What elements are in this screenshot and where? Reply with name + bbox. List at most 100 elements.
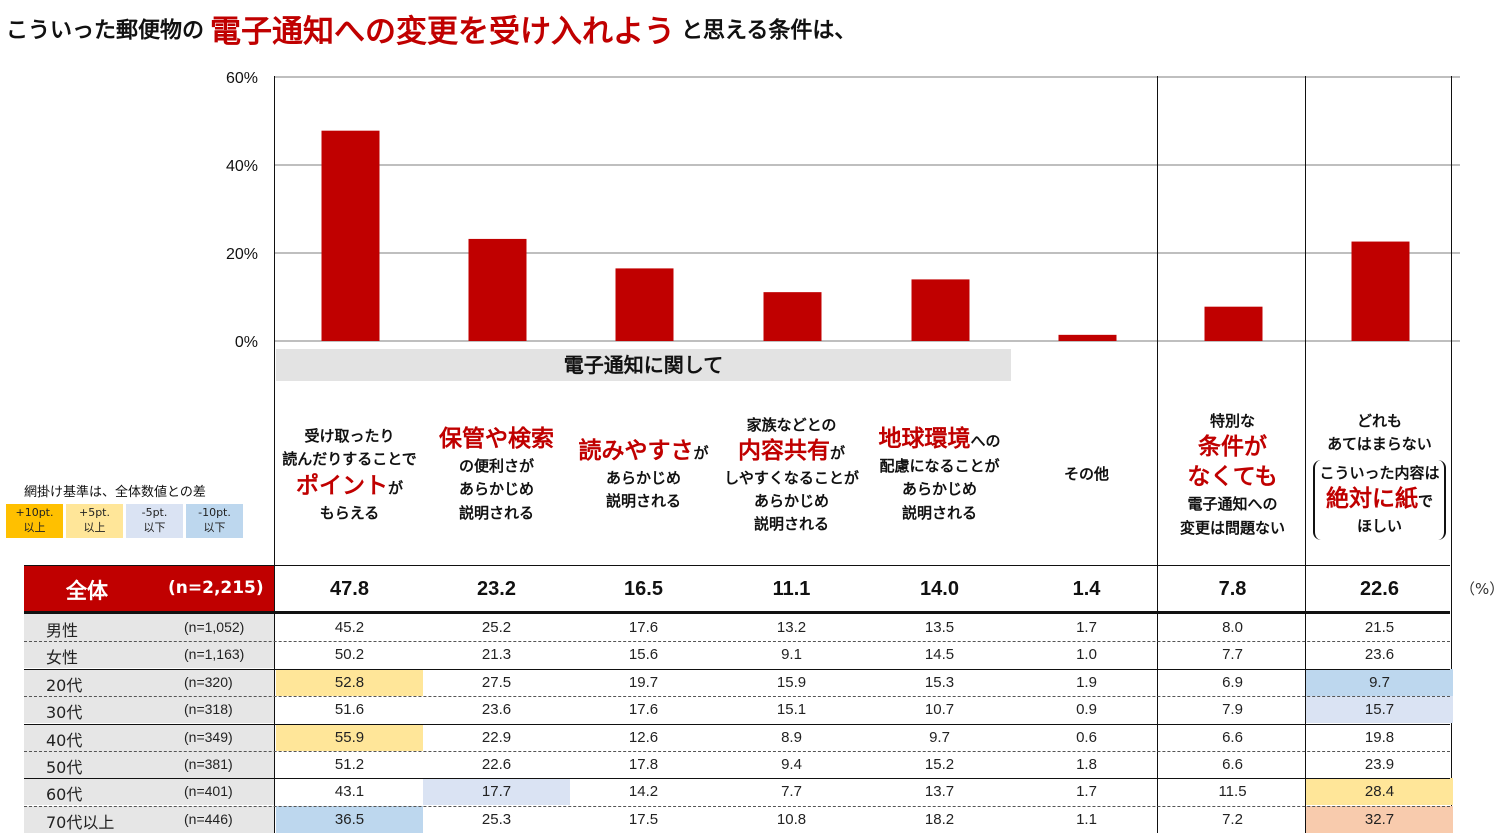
label-line: あてはまらない bbox=[1327, 434, 1432, 453]
row-group-name: 30代 bbox=[46, 703, 83, 723]
table-cell: 19.7 bbox=[628, 673, 659, 691]
bar-5 bbox=[911, 279, 970, 341]
column-label-4: 家族などとの 内容共有が しやすくなることが あらかじめ 説明される bbox=[718, 390, 865, 560]
label-emphasis: 絶対に紙で bbox=[1325, 486, 1433, 513]
table-cell: 14.5 bbox=[924, 646, 955, 664]
total-value-8: 22.6 bbox=[1360, 578, 1399, 600]
table-row: 20代 (n=320) 52.8 27.5 19.7 15.9 15.3 1.9 6.9 9.7 bbox=[24, 668, 1453, 696]
label-line: の便利さが bbox=[458, 457, 534, 476]
bar-2 bbox=[468, 238, 527, 341]
bar-4 bbox=[763, 292, 822, 341]
table-cell: 1.1 bbox=[1076, 810, 1097, 828]
divider-paper bbox=[1305, 76, 1306, 833]
table-cell: 55.9 bbox=[276, 723, 423, 751]
group-separator bbox=[24, 778, 1450, 780]
table-cell: 23.6 bbox=[1364, 646, 1395, 664]
divider-left bbox=[274, 76, 275, 833]
row-label: 70代以上 (n=446) bbox=[24, 805, 274, 833]
table-cell: 25.3 bbox=[481, 810, 512, 828]
group-separator bbox=[24, 723, 1450, 725]
bar-3 bbox=[615, 268, 674, 341]
table-cell: 14.2 bbox=[628, 783, 659, 801]
label-emphasis: ポイントが bbox=[295, 472, 403, 499]
label-emphasis: 保管や検索 bbox=[439, 426, 554, 453]
y-tick-label-40: 40% bbox=[226, 158, 258, 175]
legend-threshold: -10pt. bbox=[198, 506, 231, 520]
row-group-name: 女性 bbox=[46, 648, 79, 668]
row-sample-size: (n=381) bbox=[184, 756, 233, 772]
row-label: 50代 (n=381) bbox=[24, 751, 274, 778]
column-label-5: 地球環境への 配慮になることが あらかじめ 説明される bbox=[866, 390, 1013, 560]
table-row: 60代 (n=401) 43.1 17.7 14.2 7.7 13.7 1.7 11.5 28.4 bbox=[24, 778, 1453, 806]
total-value-2: 23.2 bbox=[477, 578, 516, 600]
bar-7 bbox=[1204, 306, 1263, 341]
table-cell: 18.2 bbox=[924, 810, 955, 828]
table-cell: 1.0 bbox=[1076, 646, 1097, 664]
chart-y-ticks: 0% 20% 40% 60% bbox=[226, 70, 258, 351]
table-cell: 22.9 bbox=[481, 728, 512, 746]
table-cell: 7.2 bbox=[1222, 810, 1243, 828]
row-sample-size: (n=446) bbox=[184, 810, 233, 827]
table-cell: 50.2 bbox=[334, 646, 365, 664]
column-label-8: どれも あてはまらない こういった内容は 絶対に紙で ほしい bbox=[1306, 390, 1453, 560]
table-row: 40代 (n=349) 55.9 22.9 12.6 8.9 9.7 0.6 6.6 19.8 bbox=[24, 723, 1450, 751]
row-separator bbox=[24, 696, 1450, 698]
bar-6 bbox=[1058, 334, 1117, 341]
table-cell: 15.7 bbox=[1306, 696, 1453, 724]
table-cell: 17.8 bbox=[628, 756, 659, 773]
legend-item-3: -5pt. 以下 bbox=[126, 504, 183, 538]
table-cell: 10.8 bbox=[776, 810, 807, 828]
label-emphasis-tail: が bbox=[693, 443, 709, 462]
title-suffix: と思える条件は、 bbox=[681, 18, 857, 44]
legend-direction: 以上 bbox=[83, 521, 106, 534]
table-cell: 0.9 bbox=[1076, 701, 1097, 719]
label-line: 変更は問題ない bbox=[1179, 518, 1285, 537]
table-cell: 15.1 bbox=[776, 701, 807, 719]
label-emphasis-tail: への bbox=[970, 432, 1001, 451]
table-cell: 13.7 bbox=[924, 783, 955, 801]
table-cell: 9.7 bbox=[1306, 668, 1453, 696]
table-cell: 1.7 bbox=[1076, 783, 1097, 801]
table-cell: 12.6 bbox=[628, 728, 659, 746]
legend-threshold: -5pt. bbox=[141, 506, 168, 520]
table-cell: 6.6 bbox=[1222, 756, 1243, 773]
table-cell: 51.6 bbox=[334, 701, 365, 719]
table-cell: 8.0 bbox=[1222, 619, 1243, 636]
total-value-3: 16.5 bbox=[624, 578, 663, 600]
column-label-6: その他 bbox=[1013, 390, 1160, 560]
label-line: ほしい bbox=[1356, 517, 1402, 536]
table-cell: 36.5 bbox=[276, 805, 423, 833]
label-line: もらえる bbox=[319, 503, 380, 522]
table-cell: 6.6 bbox=[1222, 728, 1243, 746]
label-line: 説明される bbox=[605, 491, 681, 510]
total-label: 全体 (n=2,215) bbox=[24, 566, 274, 612]
legend-direction: 以下 bbox=[203, 521, 226, 534]
label-emphasis-tail: が bbox=[387, 478, 403, 497]
label-line: あらかじめ bbox=[458, 480, 534, 499]
table-cell: 21.3 bbox=[481, 646, 512, 664]
unit-label: （%） bbox=[1460, 580, 1500, 598]
legend-direction: 以上 bbox=[23, 521, 46, 534]
table-row: 70代以上 (n=446) 36.5 25.3 17.5 10.8 18.2 1.1 7.2 32… bbox=[24, 805, 1453, 833]
label-line: 読んだりすることで bbox=[282, 450, 417, 469]
total-top-line bbox=[24, 565, 1450, 566]
label-line: 電子通知への bbox=[1187, 495, 1278, 514]
table-cell: 1.9 bbox=[1076, 673, 1097, 691]
title-emphasis: 電子通知への変更を受け入れよう bbox=[210, 14, 676, 50]
table-cell: 27.5 bbox=[481, 673, 512, 691]
table-cell: 45.2 bbox=[334, 619, 365, 636]
table-cell: 23.9 bbox=[1364, 756, 1395, 773]
label-line: あらかじめ bbox=[901, 480, 977, 499]
row-sample-size: (n=318) bbox=[184, 701, 233, 718]
total-value-7: 7.8 bbox=[1218, 578, 1247, 600]
y-tick-label-20: 20% bbox=[226, 246, 258, 263]
table-cell: 17.7 bbox=[423, 778, 570, 806]
table-cell: 7.7 bbox=[1222, 646, 1243, 664]
table-cell: 15.3 bbox=[924, 673, 955, 691]
total-value-4: 11.1 bbox=[772, 578, 811, 600]
chart-gridlines bbox=[274, 76, 1460, 342]
chart-bars bbox=[321, 130, 1410, 341]
label-line: 受け取ったり bbox=[304, 427, 395, 446]
table-cell: 15.9 bbox=[776, 673, 807, 691]
